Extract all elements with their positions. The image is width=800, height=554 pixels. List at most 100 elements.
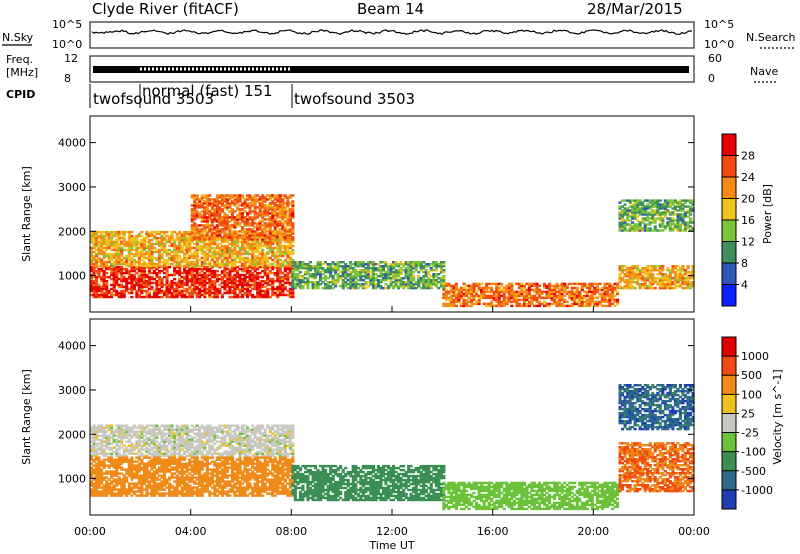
power-cell-band-3 xyxy=(341,281,345,284)
power-cell-band-0 xyxy=(288,291,292,295)
power-cell-band-1 xyxy=(195,232,199,236)
power-cell-band-1 xyxy=(135,264,139,268)
power-cell-band-4 xyxy=(527,294,531,298)
power-cell-band-3 xyxy=(316,261,320,264)
power-cell-band-0 xyxy=(173,289,177,293)
power-cell-band-1 xyxy=(210,240,214,244)
nave-label: Nave xyxy=(750,65,778,78)
power-cell-band-4 xyxy=(515,282,519,286)
power-cell-band-0 xyxy=(253,279,257,283)
power-cell-band-1 xyxy=(185,244,189,248)
power-cell-band-4 xyxy=(495,296,499,300)
power-cell-band-3 xyxy=(296,273,300,276)
power-cell-band-4 xyxy=(465,304,469,308)
power-cell-band-4 xyxy=(462,294,466,298)
power-cell-band-1 xyxy=(160,242,164,246)
power-cell-band-2 xyxy=(193,202,197,205)
power-cell-band-0 xyxy=(193,281,197,285)
power-cell-band-0 xyxy=(243,281,247,285)
power-cell-band-0 xyxy=(158,269,162,273)
power-cell-band-2 xyxy=(276,212,280,215)
power-cell-band-1 xyxy=(145,250,149,254)
power-cell-band-2 xyxy=(246,222,250,225)
power-cell-band-3 xyxy=(407,265,411,268)
power-cell-band-1 xyxy=(170,230,174,234)
power-cell-band-0 xyxy=(95,269,99,273)
power-cell-band-3 xyxy=(376,281,380,284)
power-cell-band-2 xyxy=(195,228,199,231)
power-cell-band-3 xyxy=(409,283,413,286)
power-cell-band-1 xyxy=(208,250,212,254)
power-cell-band-1 xyxy=(152,262,156,266)
power-cell-band-0 xyxy=(276,285,280,289)
power-cell-band-3 xyxy=(366,271,370,274)
power-cell-band-1 xyxy=(253,246,257,250)
power-cell-band-3 xyxy=(359,273,363,276)
power-cell-band-2 xyxy=(246,238,250,241)
power-cell-band-3 xyxy=(369,263,373,266)
power-cell-band-4 xyxy=(454,304,458,308)
power-cell-band-4 xyxy=(447,290,451,294)
power-cell-band-0 xyxy=(208,271,212,275)
power-cell-band-3 xyxy=(374,285,378,288)
power-cell-band-2 xyxy=(271,218,275,221)
power-cell-band-2 xyxy=(200,220,204,223)
power-cell-band-4 xyxy=(490,282,494,286)
power-cell-band-0 xyxy=(195,291,199,295)
power-cell-band-4 xyxy=(505,298,509,302)
power-cell-band-3 xyxy=(339,261,343,264)
power-cell-band-2 xyxy=(213,200,217,203)
power-cell-band-0 xyxy=(142,267,146,271)
power-cell-band-2 xyxy=(190,212,194,215)
power-cell-band-2 xyxy=(233,196,237,199)
power-cell-band-0 xyxy=(198,267,202,271)
power-cell-band-2 xyxy=(271,200,275,203)
power-cell-band-2 xyxy=(220,196,224,199)
power-cell-band-2 xyxy=(225,198,229,201)
power-cell-band-1 xyxy=(213,250,217,254)
power-cell-band-0 xyxy=(200,289,204,293)
power-cell-band-3 xyxy=(351,269,355,272)
power-cell-band-3 xyxy=(407,271,411,274)
power-cell-band-3 xyxy=(384,271,388,274)
power-cell-band-2 xyxy=(258,208,262,211)
power-cell-band-0 xyxy=(215,269,219,273)
power-cell-band-0 xyxy=(286,293,290,297)
power-cell-band-3 xyxy=(407,279,411,282)
power-cell-band-1 xyxy=(281,262,285,266)
power-cell-band-1 xyxy=(152,242,156,246)
power-cell-band-4 xyxy=(444,304,448,308)
power-cell-band-0 xyxy=(251,287,255,291)
power-cell-band-0 xyxy=(137,279,141,283)
power-cell-band-2 xyxy=(251,200,255,203)
power-cell-band-2 xyxy=(193,214,197,217)
power-cell-band-3 xyxy=(364,283,368,286)
power-cell-band-1 xyxy=(225,234,229,238)
power-cell-band-2 xyxy=(236,196,240,199)
power-cell-band-0 xyxy=(271,265,275,269)
power-cell-band-1 xyxy=(127,258,131,262)
power-cell-band-3 xyxy=(379,275,383,278)
power-cell-band-4 xyxy=(495,286,499,290)
power-cell-band-0 xyxy=(130,291,134,295)
power-cell-band-1 xyxy=(95,264,99,268)
power-cell-band-0 xyxy=(236,295,240,299)
power-cell-band-2 xyxy=(233,222,237,225)
power-cell-band-0 xyxy=(203,289,207,293)
power-cell-band-2 xyxy=(288,214,292,217)
power-cell-band-1 xyxy=(233,242,237,246)
power-cell-band-1 xyxy=(225,238,229,242)
power-cell-band-0 xyxy=(92,269,96,273)
power-cell-band-2 xyxy=(278,236,282,239)
power-cell-band-4 xyxy=(538,292,542,296)
power-cell-band-2 xyxy=(248,224,252,227)
power-cell-band-0 xyxy=(198,289,202,293)
power-cell-band-2 xyxy=(258,204,262,207)
power-cell-band-1 xyxy=(110,236,114,240)
power-cell-band-2 xyxy=(261,200,265,203)
power-cell-band-1 xyxy=(188,250,192,254)
power-cell-band-3 xyxy=(442,286,446,290)
power-cell-band-0 xyxy=(253,285,257,289)
power-cell-band-1 xyxy=(253,244,257,248)
power-cell-band-4 xyxy=(527,302,531,306)
